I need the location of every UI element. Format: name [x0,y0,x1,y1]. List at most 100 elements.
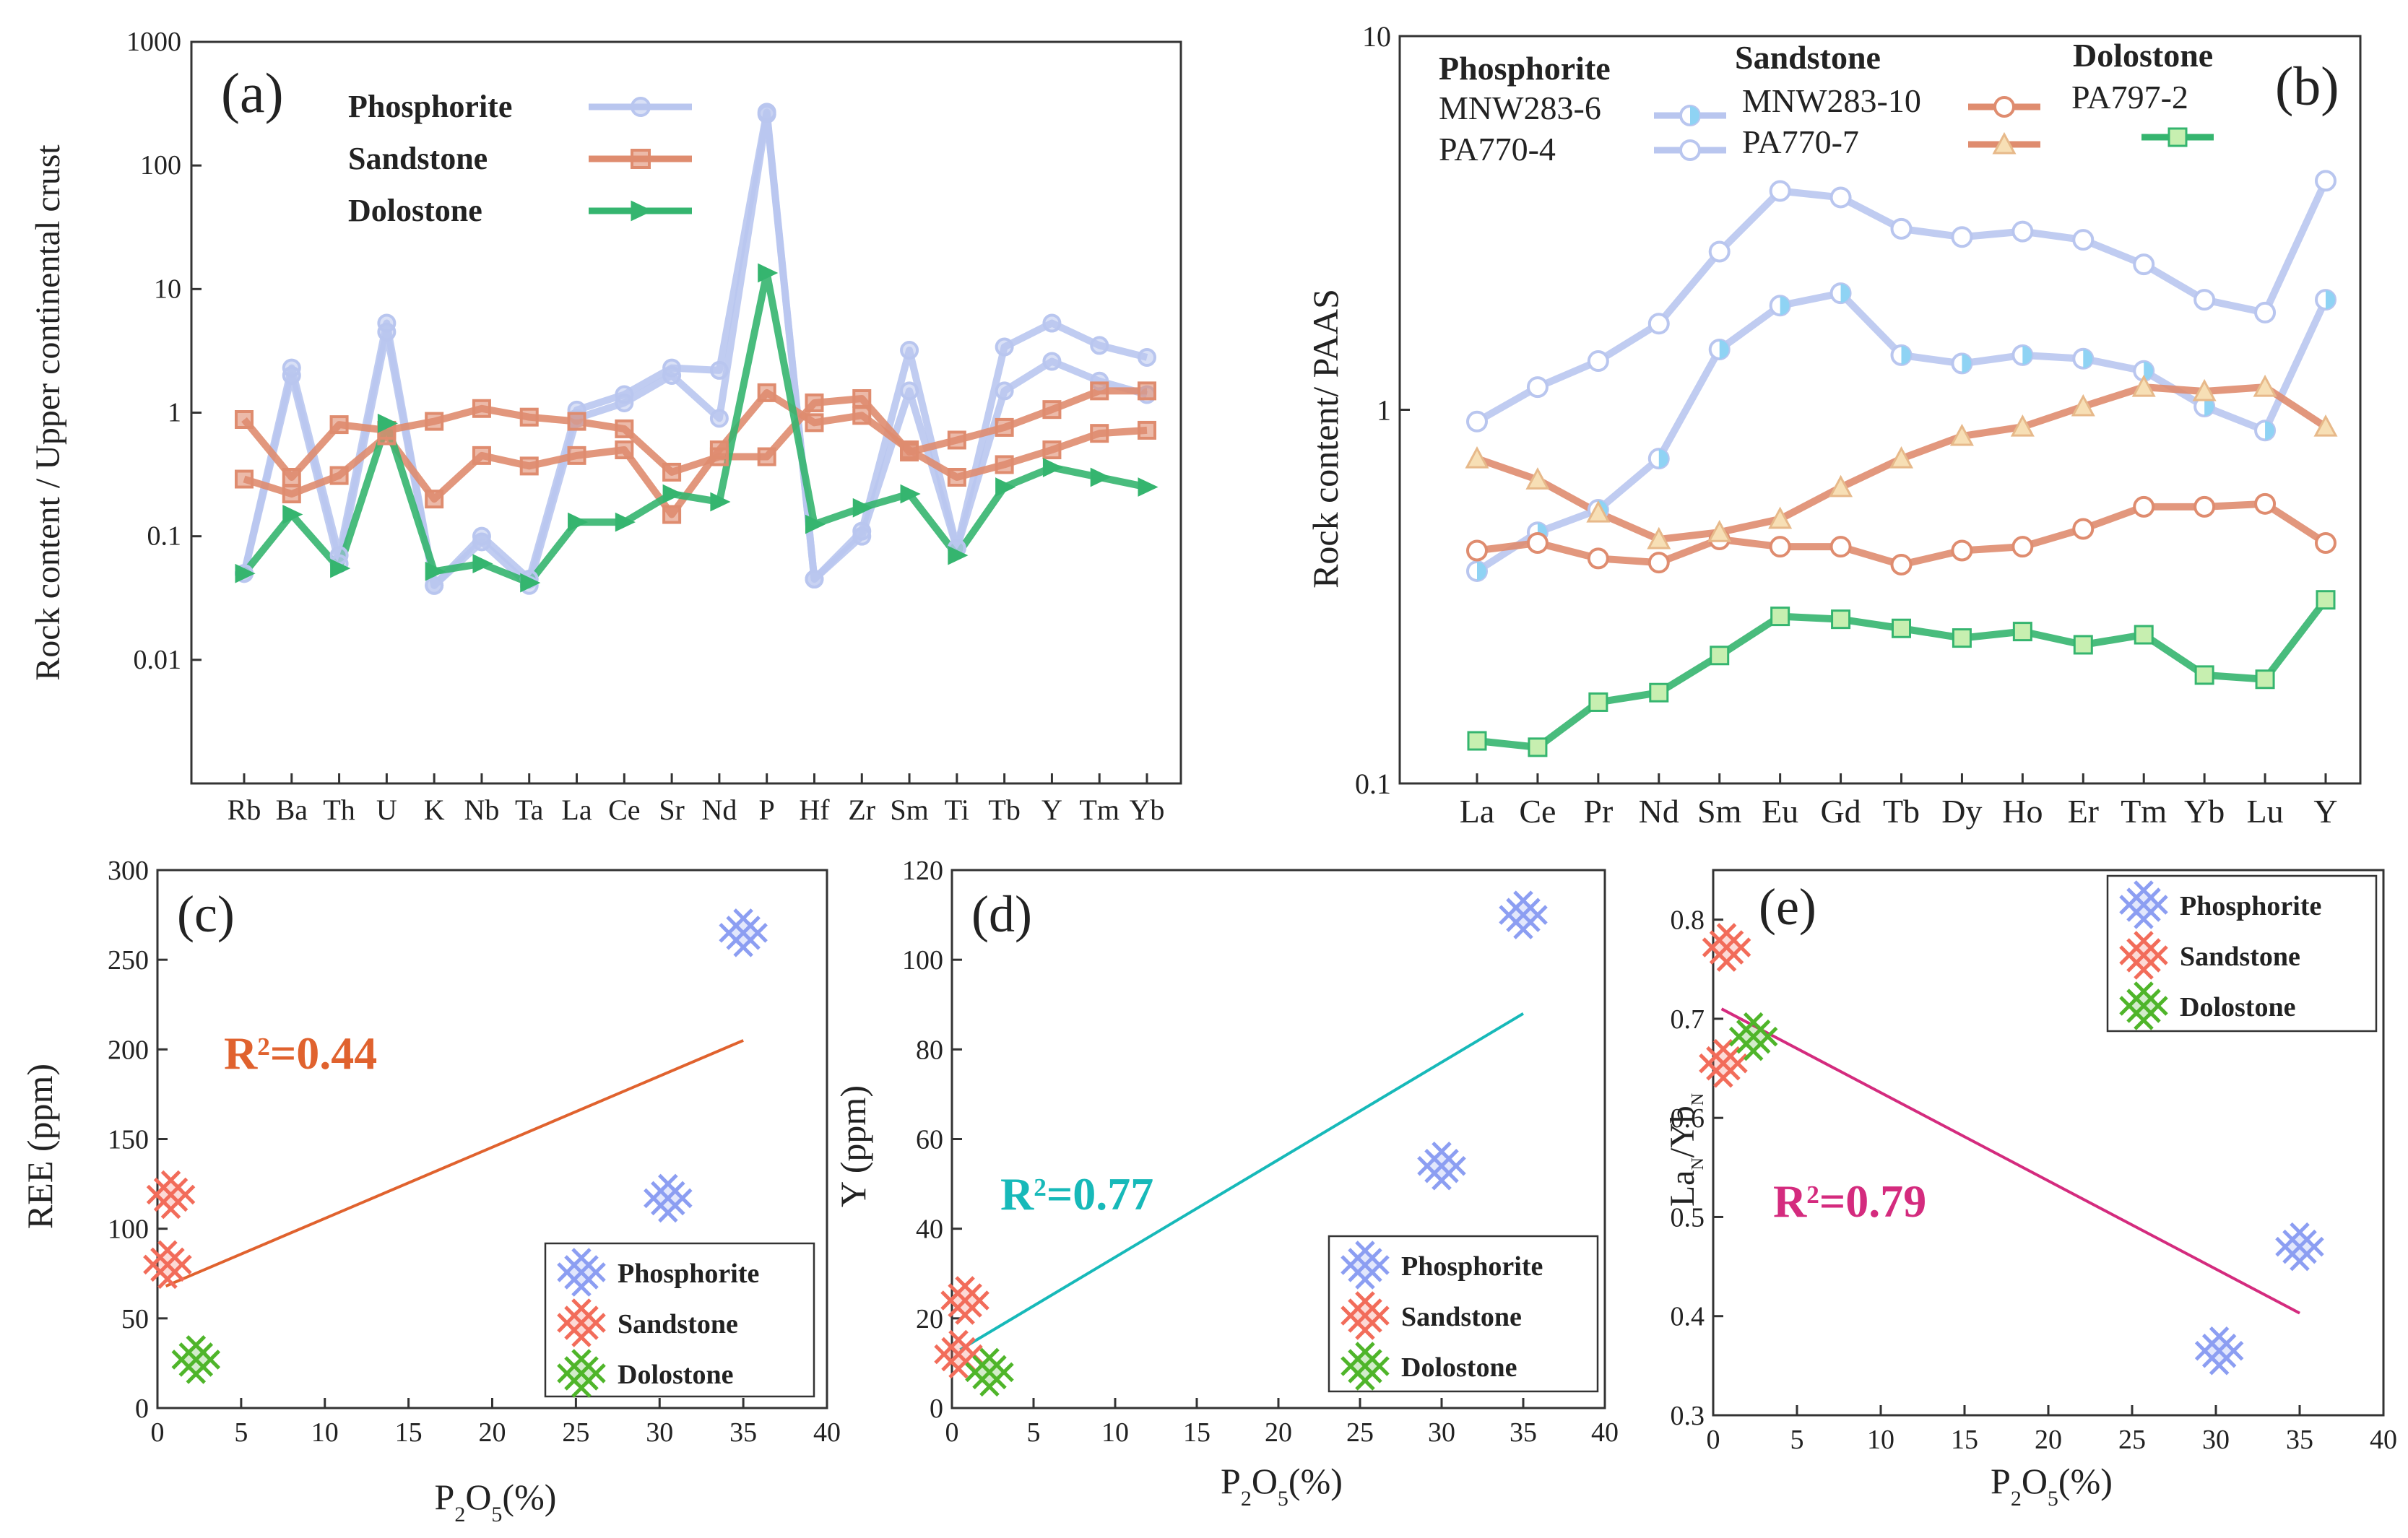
legend-label-d: Phosphorite [1401,1251,1543,1282]
point-b [2013,537,2032,556]
point-b [1589,352,1608,370]
x-tick-label-b: Yb [2184,793,2225,830]
point-b [1650,553,1668,572]
point-a [759,449,775,465]
point-a [949,469,965,485]
x-tick-label-a: U [376,794,397,826]
x-tick-label-b: La [1460,793,1495,830]
point-a [759,106,775,122]
y-tick-label-a: 100 [140,150,181,181]
point-b [1529,739,1546,756]
point-a [284,486,300,502]
point-b [1832,611,1850,628]
r2-label-e: R2=0.79 [1773,1176,1926,1227]
x-tick-label-d: 20 [1265,1417,1292,1448]
x-tick-label-b: Tm [2121,793,2167,830]
point-a [521,409,537,425]
point-c [645,1175,691,1221]
point-a [616,395,632,411]
legend-label-d: Sandstone [1401,1302,1522,1332]
x-tick-label-a: Th [323,794,355,826]
point-b [2256,671,2274,688]
x-tick-label-a: Sr [659,794,685,826]
point-b [2134,498,2153,516]
legend-marker-b [2169,129,2186,146]
y-tick-label-a: 10 [154,274,181,304]
x-tick-label-a: Ba [276,794,308,826]
point-e [1731,1014,1777,1060]
x-tick-label-e: 5 [1790,1425,1804,1455]
point-b [1953,630,1970,647]
legend-label-c: Dolostone [618,1360,733,1390]
y-tick-label-a: 1 [168,398,181,428]
x-tick-label-b: Dy [1941,793,1982,830]
x-tick-label-b: Lu [2247,793,2284,830]
legend-label-e: Sandstone [2180,942,2300,972]
point-b [2316,534,2335,552]
y-axis-label-a: Rock content / Upper continental crust [29,144,67,681]
x-tick-label-a: Nd [701,794,737,826]
x-tick-label-b: Gd [1820,793,1861,830]
y-tick-label-c: 100 [108,1215,149,1245]
series-line-b [1477,293,2326,571]
point-d [1419,1143,1465,1189]
y-tick-label-d: 120 [902,856,943,886]
x-tick-label-e: 40 [2370,1425,2397,1455]
point-b [2074,230,2092,249]
x-tick-label-d: 15 [1183,1417,1211,1448]
r2-label-d: R2=0.77 [1000,1168,1153,1220]
x-axis-label-c: P2O5(%) [435,1477,557,1526]
r2-label-c: R2=0.44 [224,1027,377,1079]
x-tick-label-a: Rb [228,794,261,826]
point-b [2195,290,2214,309]
x-tick-label-b: Pr [1583,793,1613,830]
point-a [664,464,680,480]
plot-frame-a [191,42,1181,783]
point-b [1711,647,1728,664]
point-a [474,534,490,549]
x-tick-label-d: 40 [1591,1417,1619,1448]
legend-label-a: Dolostone [348,193,482,228]
y-tick-label-e: 0.4 [1671,1302,1705,1332]
point-a [1091,383,1107,399]
point-b [2135,626,2152,643]
x-tick-label-b: Sm [1697,793,1742,830]
y-tick-label-c: 50 [121,1304,149,1334]
y-tick-label-c: 250 [108,945,149,976]
point-a [759,385,775,401]
x-tick-label-e: 15 [1951,1425,1978,1455]
point-b [2317,591,2334,609]
point-c [148,1171,194,1217]
x-tick-label-b: Y [2313,793,2337,830]
legend-marker-b [1681,141,1699,160]
point-b [1589,549,1608,568]
y-tick-label-a: 0.1 [147,521,182,552]
y-tick-label-d: 100 [902,945,943,976]
point-b [1832,537,1850,556]
point-b [1832,188,1850,207]
point-a [521,458,537,474]
x-tick-label-d: 5 [1027,1417,1041,1448]
panel-e: 0 5 10 15 20 25 30 35 400.30.40.50.60.70.8P2O5(%… [1663,870,2397,1511]
x-tick-label-b: Er [2068,793,2099,830]
point-b [1650,314,1668,333]
y-tick-label-d: 80 [916,1035,943,1065]
y-tick-label-d: 60 [916,1125,943,1155]
y-tick-label-e: 0.7 [1671,1004,1705,1035]
legend-marker-a [632,202,650,220]
panel-label-d: (d) [971,885,1032,943]
point-b [1650,684,1668,701]
point-e [1704,924,1750,970]
legend-entry-b: MNW283-6 [1439,90,1601,126]
point-b [2013,222,2032,241]
legend-label-e: Dolostone [2180,992,2295,1022]
point-a [854,407,870,423]
x-tick-label-a: Yb [1130,794,1165,826]
point-a [901,442,917,458]
y-tick-label-e: 0.8 [1671,905,1705,936]
x-tick-label-a: P [759,794,775,826]
point-a [1091,469,1108,485]
legend-label-a: Phosphorite [348,89,512,124]
y-axis-label-c: REE (ppm) [20,1064,60,1229]
point-a [569,448,585,464]
